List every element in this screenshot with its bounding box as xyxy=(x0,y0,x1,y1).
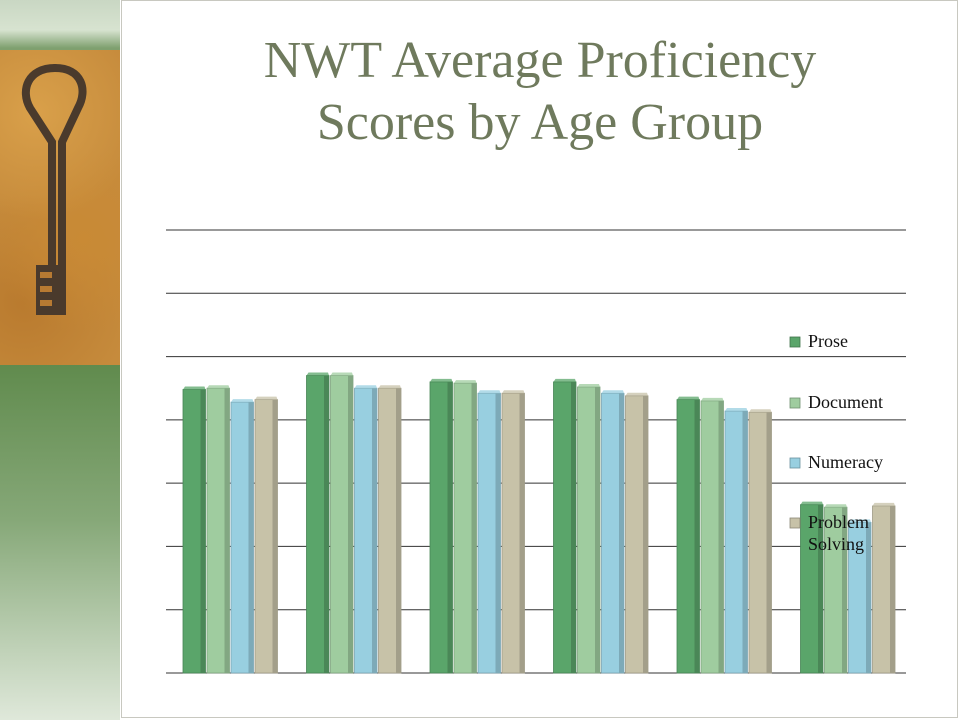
bar-top xyxy=(625,392,648,396)
bar-problem-solving xyxy=(254,396,278,674)
bar-problem-solving xyxy=(501,390,525,674)
bar-side xyxy=(519,393,525,673)
bar-prose xyxy=(553,378,577,674)
bar-side xyxy=(694,399,700,673)
bars xyxy=(182,372,896,674)
bar-problem-solving xyxy=(625,392,649,674)
bar-top xyxy=(478,390,501,394)
title-line-2: Scores by Age Group xyxy=(316,94,764,151)
bar-top xyxy=(354,385,377,389)
bar-top xyxy=(824,504,847,508)
legend-swatch xyxy=(789,336,801,348)
bar-top xyxy=(677,396,700,400)
bar-numeracy xyxy=(477,390,501,674)
bar-numeracy xyxy=(354,385,378,674)
bar-side xyxy=(396,388,401,673)
bar-top xyxy=(306,372,329,376)
bar-top xyxy=(872,502,895,506)
bar-side xyxy=(571,381,576,673)
legend-label: Solving xyxy=(808,534,864,554)
bar-side xyxy=(766,412,772,673)
legend-item: Numeracy xyxy=(789,452,883,472)
bar-top xyxy=(454,380,477,384)
bar-document xyxy=(330,372,354,674)
bar-numeracy xyxy=(230,399,254,674)
key-icon xyxy=(22,64,87,315)
bar-document xyxy=(206,385,230,674)
bar-prose xyxy=(429,378,453,674)
legend-swatch xyxy=(789,517,801,529)
bar-document xyxy=(700,397,724,674)
bar-top xyxy=(553,378,576,382)
bar-top xyxy=(800,501,823,505)
bar-side xyxy=(818,504,823,673)
bar-top xyxy=(701,397,724,401)
bar-top xyxy=(725,407,748,411)
bar-top xyxy=(231,399,254,403)
bar-side xyxy=(718,400,724,673)
bar-prose xyxy=(306,372,330,674)
gridlines xyxy=(166,229,906,674)
bar-side xyxy=(866,522,871,673)
legend-label: Numeracy xyxy=(808,452,883,472)
bar-side xyxy=(495,393,501,673)
bar-top xyxy=(749,409,772,413)
bar-side xyxy=(890,505,895,673)
key-photo xyxy=(0,50,120,365)
chart-title: NWT Average Proficiency Scores by Age Gr… xyxy=(160,30,920,154)
legend-item: Document xyxy=(789,392,883,412)
bar-problem-solving xyxy=(378,385,402,674)
bar-prose xyxy=(182,386,206,674)
bar-top xyxy=(378,385,401,389)
bar-side xyxy=(324,375,329,673)
bar-side xyxy=(348,375,353,673)
bar-top xyxy=(207,385,230,389)
bar-prose xyxy=(800,501,824,674)
bar-side xyxy=(224,388,230,673)
bar-side xyxy=(447,381,453,673)
bar-side xyxy=(643,395,648,673)
bar-document xyxy=(824,504,848,674)
bar-document xyxy=(577,383,601,674)
bar-top xyxy=(430,378,453,382)
bar-side xyxy=(372,388,377,673)
bar-side xyxy=(200,389,206,673)
bar-top xyxy=(255,396,278,400)
bar-side xyxy=(471,383,477,673)
bar-top xyxy=(330,372,353,376)
bar-numeracy xyxy=(601,390,625,674)
bar-top xyxy=(502,390,525,394)
bar-side xyxy=(619,393,624,673)
legend-swatch xyxy=(789,457,801,469)
bar-prose xyxy=(676,396,700,674)
title-line-1: NWT Average Proficiency xyxy=(263,32,817,89)
bar-problem-solving xyxy=(872,502,896,674)
bar-top xyxy=(848,519,871,523)
bar-top xyxy=(601,390,624,394)
legend-label: Document xyxy=(808,392,883,412)
bar-numeracy xyxy=(848,519,872,674)
bar-top xyxy=(183,386,206,390)
legend-item: Prose xyxy=(789,331,848,351)
legend-swatch xyxy=(789,397,801,409)
bar-side xyxy=(595,386,600,673)
bar-problem-solving xyxy=(748,409,772,674)
legend-label: Problem xyxy=(808,512,869,532)
bar-side xyxy=(248,402,254,673)
bar-document xyxy=(453,380,477,674)
bar-side xyxy=(742,410,748,673)
legend-label: Prose xyxy=(808,331,848,351)
bar-top xyxy=(577,383,600,387)
bar-side xyxy=(842,507,847,673)
bar-numeracy xyxy=(724,407,748,674)
bar-side xyxy=(272,399,278,673)
